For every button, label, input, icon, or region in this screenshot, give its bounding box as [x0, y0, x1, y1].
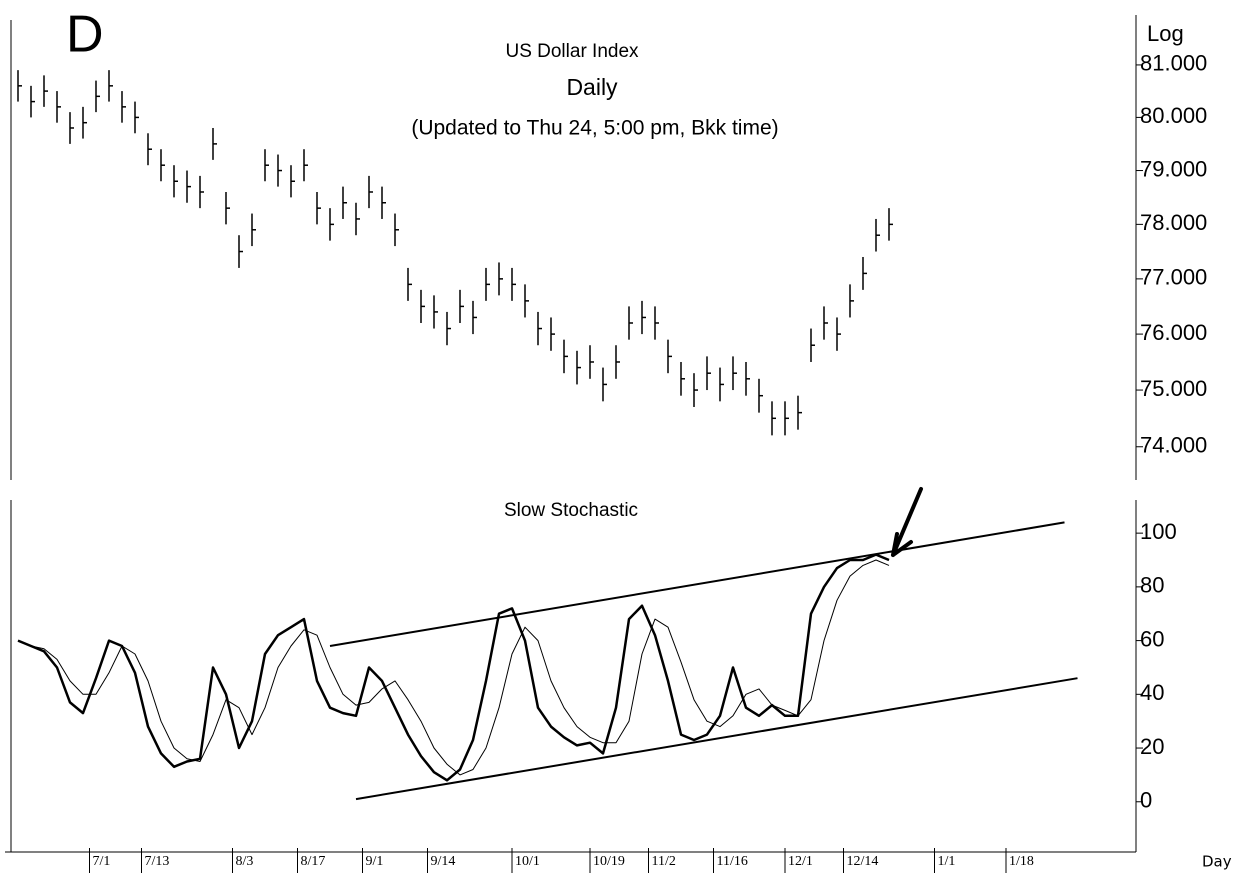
x-tick-label: 9/14	[431, 854, 456, 869]
x-tick-label: 1/18	[1009, 854, 1034, 869]
trendline	[329, 521, 1065, 647]
y-tick-label: 60	[1140, 626, 1164, 651]
chart-subtitle: Daily	[566, 74, 618, 100]
x-tick-label: 10/1	[515, 854, 540, 869]
y-tick-label: 79.000	[1140, 156, 1207, 181]
x-tick-label: 8/17	[301, 854, 326, 869]
panel-letter: D	[66, 6, 104, 64]
y-tick-label: 80.000	[1140, 103, 1207, 128]
x-tick-label: 7/13	[145, 854, 170, 869]
y-tick-label: 80	[1140, 573, 1164, 598]
y-tick-label: 78.000	[1140, 210, 1207, 235]
trendline	[355, 677, 1078, 801]
x-tick-label: 1/1	[938, 854, 956, 869]
x-tick-label: 11/16	[717, 854, 748, 869]
series-line	[17, 559, 890, 776]
x-tick-label: 8/3	[236, 854, 254, 869]
chart-note: (Updated to Thu 24, 5:00 pm, Bkk time)	[411, 117, 778, 140]
x-tick-label: 9/1	[366, 854, 384, 869]
y-tick-label: 0	[1140, 788, 1152, 813]
y-tick-label: 20	[1140, 734, 1164, 759]
y-tick-label: 81.000	[1140, 51, 1207, 76]
y-tick-label: 77.000	[1140, 265, 1207, 290]
y-tick-label: 40	[1140, 680, 1164, 705]
axis-label: Day	[1202, 853, 1232, 871]
x-tick-label: 11/2	[652, 854, 676, 869]
chart-title: US Dollar Index	[505, 41, 639, 62]
y-tick-label: 100	[1140, 519, 1177, 544]
y-tick-label: 74.000	[1140, 433, 1207, 458]
x-tick-label: 7/1	[93, 854, 111, 869]
x-tick-label: 12/14	[847, 854, 879, 869]
chart-title: Slow Stochastic	[504, 500, 638, 521]
axis-label: Log	[1147, 21, 1184, 46]
x-tick-label: 10/19	[593, 854, 625, 869]
y-tick-label: 75.000	[1140, 376, 1207, 401]
y-tick-label: 76.000	[1140, 320, 1207, 345]
x-tick-label: 12/1	[788, 854, 813, 869]
series-line	[17, 553, 890, 782]
